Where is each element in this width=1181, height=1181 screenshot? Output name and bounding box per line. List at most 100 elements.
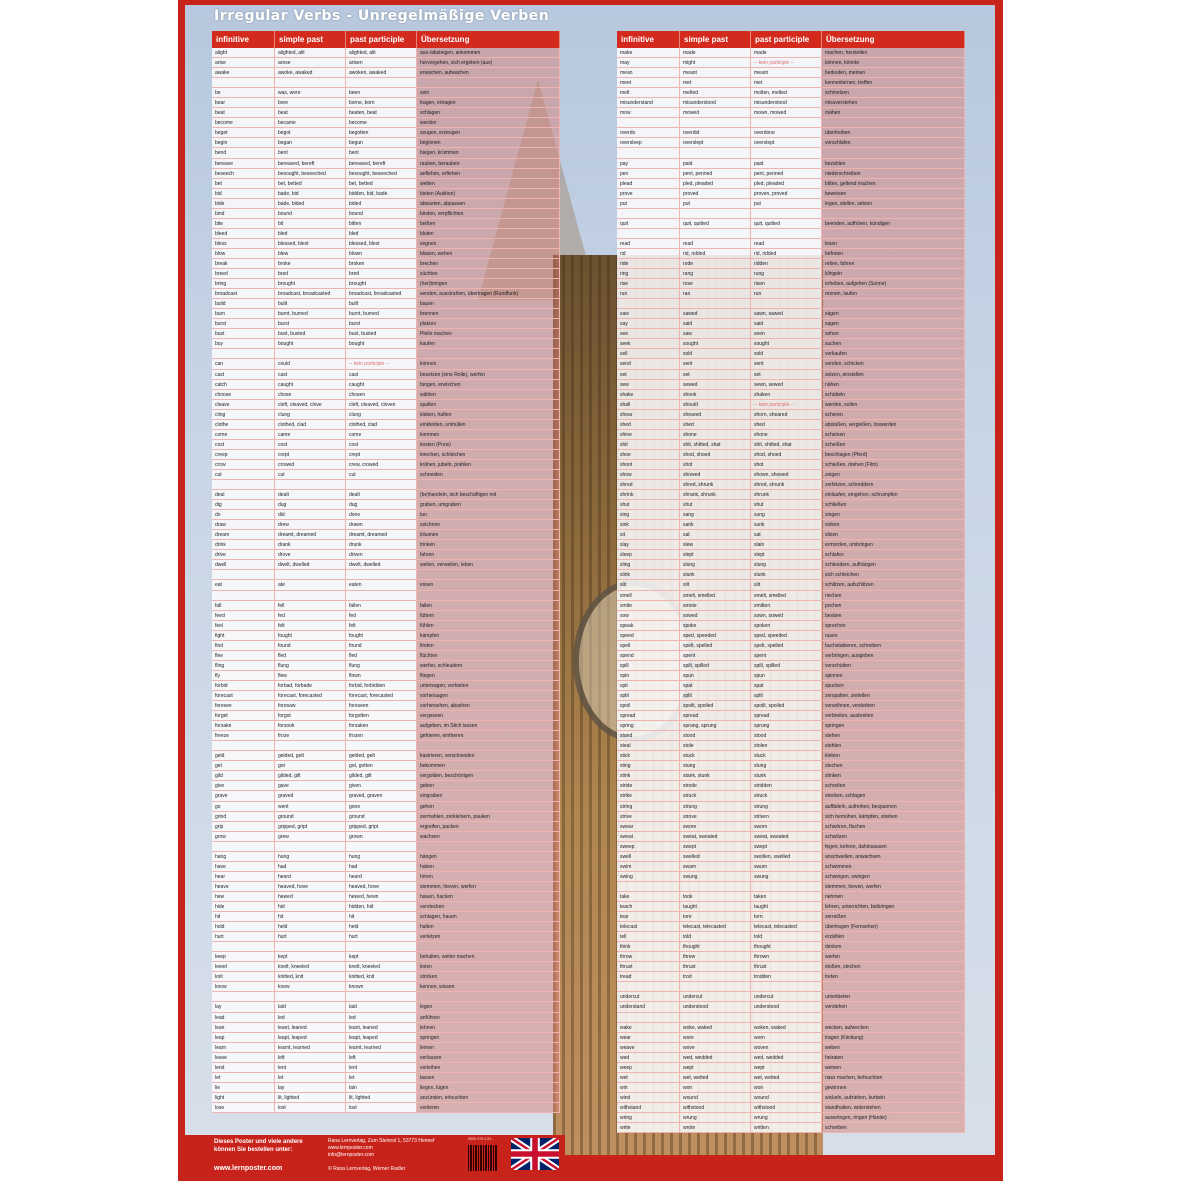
verb-row-light: light lit, lighted lit, lighted anzünden, e…: [212, 1092, 560, 1103]
cell-translation: behalten, weiter machen: [417, 952, 560, 962]
cell-translation: können, könnte: [822, 58, 965, 68]
verb-row-awake: awake awoke, awaked awoken, awaked erwachen…: [212, 68, 560, 79]
cell-past-participle: overdone: [751, 128, 822, 138]
cell-past-participle: [346, 841, 417, 851]
cell-translation: buchstabieren, schreiben: [822, 640, 965, 650]
cell-past-participle: pled, pleaded: [751, 178, 822, 188]
verb-row-speak: speak spoke spoken sprechen: [617, 620, 965, 631]
cell-simple-past: swept: [680, 841, 751, 851]
cell-past-participle: forsaken: [346, 721, 417, 731]
cell-infinitive: do: [212, 510, 275, 520]
verb-row-cast: cast cast cast besetzen (eine Rolle), werfe…: [212, 369, 560, 380]
cell-infinitive: may: [617, 58, 680, 68]
cell-past-participle: cast: [346, 369, 417, 379]
verb-row-shut: shut shut shut schließen: [617, 500, 965, 511]
cell-translation: graben, umgraben: [417, 500, 560, 510]
cell-translation: stemmen, hieven, werfen: [417, 881, 560, 891]
cell-past-participle: held: [346, 922, 417, 932]
cell-infinitive: forsake: [212, 721, 275, 731]
barcode-icon: [468, 1145, 498, 1171]
cell-past-participle: flown: [346, 670, 417, 680]
cell-simple-past: chose: [275, 389, 346, 399]
cell-simple-past: overslept: [680, 138, 751, 148]
cell-infinitive: spread: [617, 711, 680, 721]
verb-row-build: build built built bauen: [212, 299, 560, 310]
cell-past-participle: foreseen: [346, 701, 417, 711]
cell-translation: sitzen: [822, 530, 965, 540]
cell-simple-past: thrust: [680, 962, 751, 972]
cell-translation: [417, 741, 560, 751]
header-infinitive: infinitive: [212, 31, 275, 48]
cell-past-participle: stunk: [751, 771, 822, 781]
cell-simple-past: cleft, cleaved, clove: [275, 399, 346, 409]
cell-translation: blasen, wehen: [417, 248, 560, 258]
cell-simple-past: [275, 841, 346, 851]
cell-simple-past: laid: [275, 1002, 346, 1012]
cell-infinitive: fight: [212, 630, 275, 640]
verb-row-bust: bust bust, busted bust, busted Pleite mache…: [212, 329, 560, 340]
cell-past-participle: spun: [751, 670, 822, 680]
cell-past-participle: shrunk: [751, 490, 822, 500]
cell-past-participle: flung: [346, 660, 417, 670]
verb-row-give: give gave given geben: [212, 781, 560, 792]
cell-translation: abwarten, abpassen: [417, 198, 560, 208]
verb-row-leave: leave left left verlassen: [212, 1052, 560, 1063]
cell-past-participle: besought, beseeched: [346, 168, 417, 178]
cell-simple-past: bet, betted: [275, 178, 346, 188]
cell-infinitive: weave: [617, 1042, 680, 1052]
cell-infinitive: split: [617, 691, 680, 701]
cell-infinitive: send: [617, 359, 680, 369]
cell-past-participle: stood: [751, 731, 822, 741]
cell-infinitive: withstand: [617, 1102, 680, 1112]
cell-infinitive: smell: [617, 590, 680, 600]
cell-simple-past: sprang, sprung: [680, 721, 751, 731]
verb-row-hit: hit hit hit schlagen, hauen: [212, 912, 560, 923]
cell-simple-past: sheared: [680, 409, 751, 419]
cell-infinitive: shred: [617, 480, 680, 490]
cell-simple-past: fed: [275, 610, 346, 620]
cell-simple-past: might: [680, 58, 751, 68]
cell-infinitive: wet: [617, 1072, 680, 1082]
cell-infinitive: spill: [617, 660, 680, 670]
cell-infinitive: shake: [617, 389, 680, 399]
cell-simple-past: fell: [275, 600, 346, 610]
publisher-email[interactable]: info@lernposter.com: [328, 1152, 374, 1158]
cell-infinitive: kneel: [212, 962, 275, 972]
cell-simple-past: [275, 480, 346, 490]
cell-infinitive: forget: [212, 711, 275, 721]
cell-translation: missverstehen: [822, 98, 965, 108]
cell-translation: kommen: [417, 429, 560, 439]
cell-translation: bezahlen: [822, 158, 965, 168]
cell-simple-past: hid: [275, 901, 346, 912]
footer-website-link[interactable]: www.lernposter.com: [214, 1165, 283, 1172]
cell-simple-past: hurt: [275, 932, 346, 942]
cell-simple-past: fought: [275, 630, 346, 640]
cell-translation: schwitzen: [822, 831, 965, 841]
verb-row-mean: mean meant meant bedeuten, meinen: [617, 68, 965, 79]
cell-translation: schwören, fluchen: [822, 821, 965, 831]
cell-translation: wachsen: [417, 831, 560, 841]
cell-simple-past: dug: [275, 500, 346, 510]
cell-infinitive: bet: [212, 178, 275, 188]
cell-infinitive: swing: [617, 871, 680, 881]
verb-row-write: write wrote written schreiben: [617, 1123, 965, 1134]
cell-translation: legen, stellen, setzen: [822, 198, 965, 208]
cell-infinitive: creep: [212, 449, 275, 459]
cell-infinitive: know: [212, 982, 275, 992]
verb-row-ride: ride rode ridden reiten, fahren: [617, 258, 965, 270]
cell-translation: tragen, ertragen: [417, 98, 560, 108]
cell-simple-past: wove: [680, 1042, 751, 1052]
cell-simple-past: sold: [680, 349, 751, 359]
cell-past-participle: shaken: [751, 389, 822, 399]
cell-infinitive: set: [617, 369, 680, 379]
cell-translation: verkaufen: [822, 349, 965, 359]
cell-past-participle: cleft, cleaved, cloven: [346, 399, 417, 409]
cell-translation: fliegen: [417, 670, 560, 680]
cell-translation: nehmen: [822, 891, 965, 901]
cell-infinitive: put: [617, 198, 680, 208]
cell-past-participle: caught: [346, 379, 417, 389]
publisher-website[interactable]: www.lernposter.com: [328, 1145, 373, 1151]
cell-simple-past: ran: [680, 289, 751, 299]
cell-infinitive: grip: [212, 821, 275, 831]
cell-translation: verschlafen: [822, 138, 965, 148]
